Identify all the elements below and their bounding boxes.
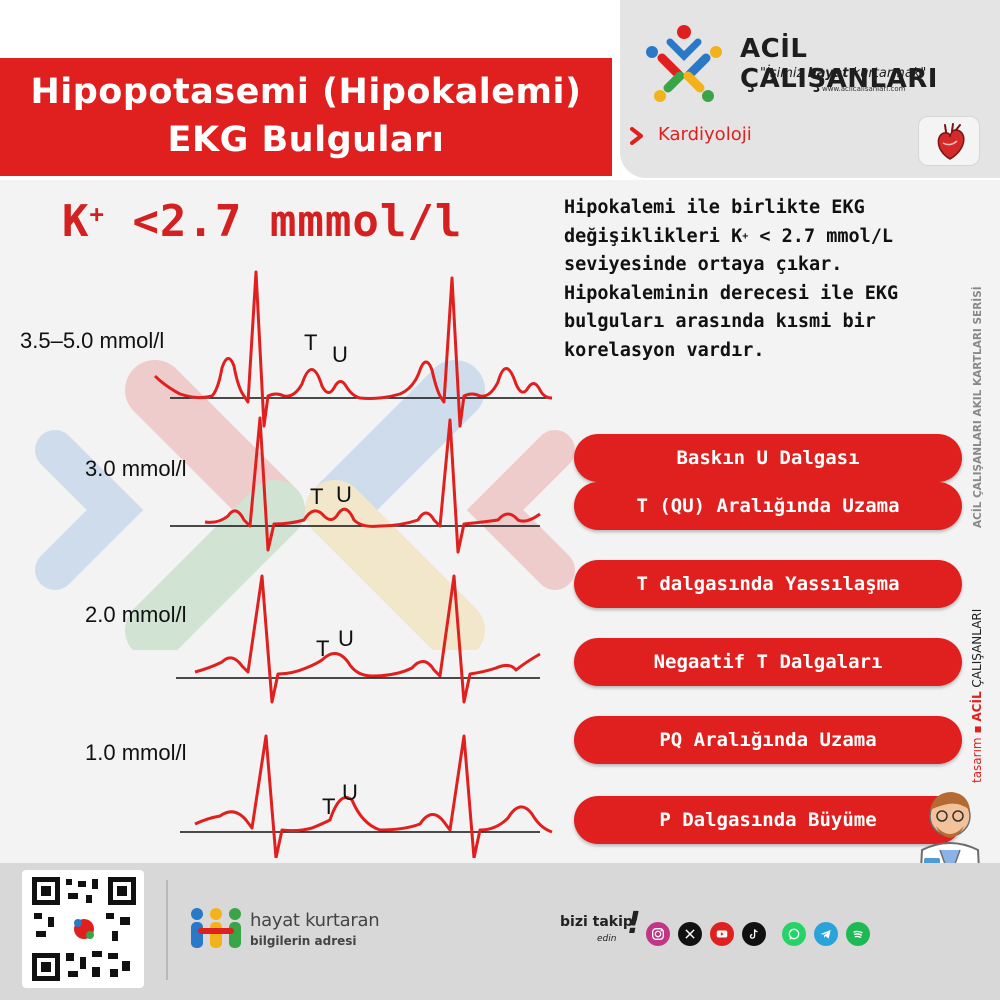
follow-us-exclamation: ! [627, 906, 641, 941]
category-icon-frame [918, 116, 980, 166]
hayat-kurtaran-title: hayat kurtaran [250, 910, 380, 931]
design-credit-vertical-label: tasarım ▪ ACİL ÇALIŞANLARI [969, 609, 984, 783]
finding-pill-pq-interval: PQ Aralığında Uzama [574, 716, 962, 764]
finding-pill-negative-t: Negaatif T Dalgaları [574, 638, 962, 686]
finding-pill-t-flattening: T dalgasında Yassılaşma [574, 560, 962, 608]
series-text: ACİL ÇALIŞANLARI AKIL KARTLARI SERİSİ [970, 286, 984, 528]
follow-us-label: bizi takip [560, 914, 633, 930]
qr-code-icon[interactable] [32, 877, 136, 981]
instagram-icon[interactable] [646, 922, 670, 946]
ecg-strip-1-0: 1.0 mmol/l T U [85, 734, 553, 858]
brand-name: ACİL ÇALIŞANLARI [740, 34, 938, 94]
ecg-trace [153, 270, 553, 428]
t-wave-label: T [310, 484, 323, 509]
u-wave-label: U [332, 342, 348, 367]
u-wave-label: U [342, 780, 358, 805]
u-wave-label: U [338, 626, 354, 651]
potassium-threshold: K+ <2.7 mmmol/l [62, 196, 463, 247]
ecg-trace [194, 734, 553, 858]
t-wave-label: T [322, 794, 335, 819]
title-line-1: Hipopotasemi (Hipokalemi) [30, 72, 582, 112]
whatsapp-icon[interactable] [782, 922, 806, 946]
level-label: 1.0 mmol/l [85, 740, 186, 765]
title-banner: Hipopotasemi (Hipokalemi) EKG Bulguları [0, 58, 612, 176]
design-credit-text: tasarım ▪ ACİL ÇALIŞANLARI [969, 609, 984, 783]
ecg-trace [204, 416, 541, 554]
finding-pill-p-wave: P Dalgasında Büyüme [574, 796, 962, 844]
brand-slogan: "İşimiz hayat kurtarmak" [760, 66, 927, 81]
ecg-strip-2-0: 2.0 mmol/l T U [85, 574, 541, 704]
series-vertical-label: ACİL ÇALIŞANLARI AKIL KARTLARI SERİSİ [970, 286, 984, 528]
background-logo-watermark [35, 360, 575, 650]
ecg-strips-diagram: 3.5–5.0 mmol/l T U 3.0 mmol/l T U 2.0 mm… [20, 270, 553, 858]
intro-text: Hipokalemi ile birlikte EKG değişiklikle… [564, 197, 899, 361]
u-wave-label: U [336, 482, 352, 507]
chevron-right-icon [630, 127, 643, 145]
t-wave-label: T [304, 330, 317, 355]
brand-url: www.acilcalisanlari.com [822, 85, 906, 93]
title-line-2: EKG Bulguları [167, 120, 445, 160]
category-label: Kardiyoloji [658, 124, 752, 145]
t-wave-label: T [316, 636, 329, 661]
follow-us-sublabel: edin [597, 934, 617, 944]
level-label: 2.0 mmol/l [85, 602, 186, 627]
finding-pill-qu-interval: T (QU) Aralığında Uzama [574, 482, 962, 530]
youtube-icon[interactable] [710, 922, 734, 946]
telegram-icon[interactable] [814, 922, 838, 946]
hayat-kurtaran-subtitle: bilgilerin adresi [250, 934, 357, 948]
level-label: 3.0 mmol/l [85, 456, 186, 481]
heart-icon [937, 123, 965, 160]
footer-divider [166, 880, 168, 980]
ecg-strip-normal: 3.5–5.0 mmol/l T U [20, 270, 553, 428]
ecg-strip-3-0: 3.0 mmol/l T U [85, 416, 541, 554]
tiktok-icon[interactable] [742, 922, 766, 946]
acil-calisanlari-logo-icon [646, 25, 722, 102]
finding-pill-u-wave: Baskın U Dalgası [574, 434, 962, 482]
hayat-kurtaran-people-icon [191, 908, 241, 948]
level-label: 3.5–5.0 mmol/l [20, 328, 164, 353]
x-icon[interactable] [678, 922, 702, 946]
spotify-icon[interactable] [846, 922, 870, 946]
ecg-trace [194, 574, 541, 704]
